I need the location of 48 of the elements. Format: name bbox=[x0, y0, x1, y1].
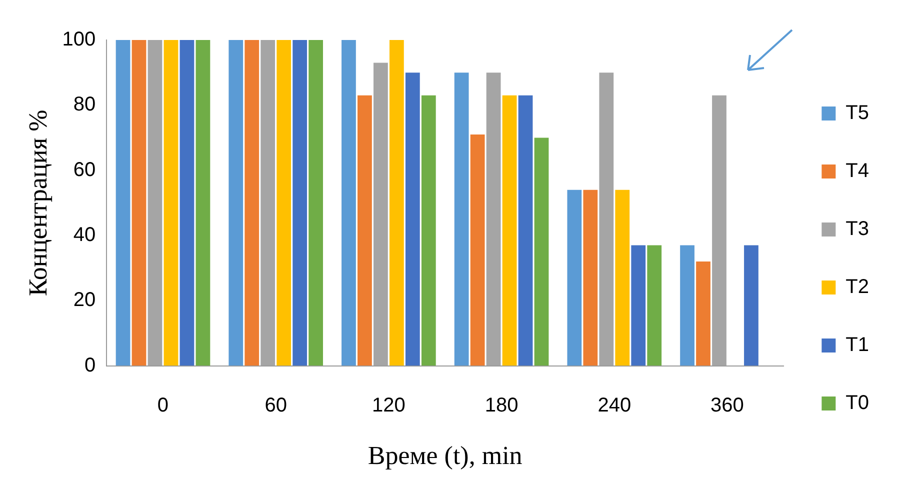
x-tick-label: 240 bbox=[598, 394, 632, 416]
bar bbox=[502, 95, 517, 366]
bar bbox=[358, 95, 372, 366]
bar bbox=[228, 40, 244, 366]
bar bbox=[292, 40, 308, 366]
y-tick-label: 60 bbox=[73, 158, 96, 181]
y-tick-label: 40 bbox=[73, 224, 96, 246]
bar bbox=[132, 40, 146, 366]
bar bbox=[244, 40, 260, 366]
legend-label: T4 bbox=[846, 160, 870, 182]
legend-label: T2 bbox=[846, 276, 870, 298]
x-tick-label: 180 bbox=[484, 394, 518, 416]
bar bbox=[518, 95, 533, 366]
bar bbox=[421, 95, 436, 366]
y-axis-title: Концентрация % bbox=[23, 110, 52, 296]
bar bbox=[405, 72, 420, 366]
bar bbox=[308, 40, 324, 366]
bar bbox=[615, 190, 630, 366]
y-tick-label: 100 bbox=[62, 28, 96, 51]
y-tick-label: 80 bbox=[73, 94, 96, 116]
bar bbox=[196, 40, 210, 366]
y-tick-label: 20 bbox=[73, 289, 96, 312]
bar bbox=[567, 190, 582, 366]
legend-label: T5 bbox=[846, 102, 870, 124]
x-tick-label: 360 bbox=[710, 394, 744, 416]
bar bbox=[583, 190, 598, 366]
bar bbox=[647, 245, 662, 366]
legend-label: T3 bbox=[846, 218, 870, 240]
bar bbox=[454, 72, 469, 366]
bar bbox=[164, 40, 178, 366]
y-tick-label: 0 bbox=[84, 354, 96, 376]
x-axis-title: Време (t), min bbox=[368, 441, 522, 470]
bar bbox=[534, 138, 549, 366]
legend-label: T0 bbox=[846, 392, 870, 414]
bar bbox=[180, 40, 194, 366]
bar bbox=[744, 245, 758, 366]
bar bbox=[631, 245, 646, 366]
bar bbox=[116, 40, 130, 366]
legend-label: T1 bbox=[846, 334, 870, 356]
bar bbox=[680, 245, 694, 366]
bar bbox=[470, 134, 485, 366]
x-tick-label: 120 bbox=[372, 394, 406, 416]
bar bbox=[276, 40, 292, 366]
x-tick-label: 60 bbox=[264, 394, 287, 416]
x-tick-label: 0 bbox=[157, 394, 169, 416]
bar bbox=[389, 40, 404, 366]
bar bbox=[342, 40, 356, 366]
bar bbox=[696, 262, 710, 366]
